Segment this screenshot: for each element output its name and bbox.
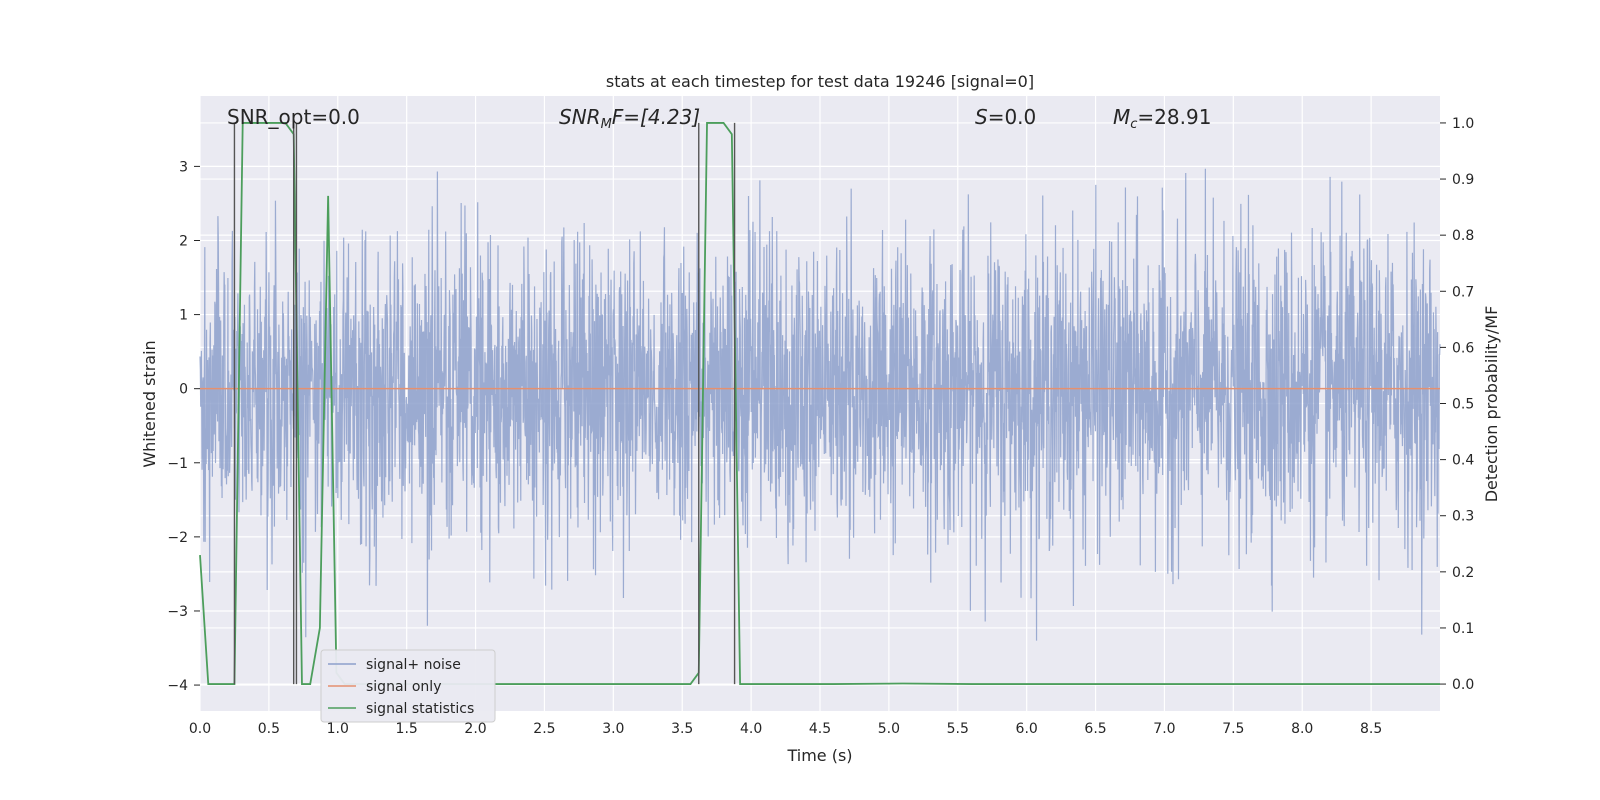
annotation-snr-mf-sub: M — [601, 117, 612, 132]
annotation-s-base: S — [975, 105, 988, 129]
annotation-snr-mf: SNRMF=[4.23] — [559, 105, 700, 132]
y-right-tick-label: 0.2 — [1452, 565, 1474, 581]
y-left-tick-label: 3 — [179, 159, 188, 175]
y-right-tick-label: 0.4 — [1452, 453, 1474, 469]
x-tick-label: 3.0 — [602, 721, 624, 737]
y-right-tick-label: 1.0 — [1452, 116, 1474, 132]
y-right-tick-label: 0.8 — [1452, 228, 1474, 244]
y-left-tick-label: 1 — [179, 308, 188, 324]
x-axis-label: Time (s) — [786, 746, 852, 765]
tick-labels: 0.0 0.5 1.0 1.5 2.0 2.5 3.0 3.5 4.0 4.5 5.0 5.5 6.0 6… — [167, 116, 1474, 737]
annotation-snr-mf-tail: F=[4.23] — [612, 105, 700, 129]
y-left-tick-label: −3 — [167, 604, 188, 620]
y-right-tick-label: 0.0 — [1452, 677, 1474, 693]
x-tick-label: 6.5 — [1084, 721, 1106, 737]
x-tick-label: 4.0 — [740, 721, 762, 737]
y-left-tick-label: −4 — [167, 678, 188, 694]
y-axis-label-left: Whitened strain — [140, 340, 159, 467]
chart-title: stats at each timestep for test data 192… — [606, 72, 1034, 91]
x-tick-label: 7.5 — [1222, 721, 1244, 737]
annotation-s: S=0.0 — [975, 105, 1036, 129]
y-right-tick-label: 0.6 — [1452, 340, 1474, 356]
x-tick-label: 5.0 — [878, 721, 900, 737]
vertical-markers — [233, 122, 736, 685]
y-right-tick-label: 0.7 — [1452, 284, 1474, 300]
x-tick-label: 6.0 — [1016, 721, 1038, 737]
y-right-tick-label: 0.1 — [1452, 621, 1474, 637]
annotation-mc-sub: c — [1130, 117, 1137, 132]
x-tick-label: 1.5 — [396, 721, 418, 737]
y-axis-label-right: Detection probability/MF — [1482, 306, 1501, 503]
series-signal-noise — [199, 168, 1441, 641]
x-tick-label: 5.5 — [947, 721, 969, 737]
annotation-mc-tail: =28.91 — [1137, 105, 1211, 129]
annotation-snr-mf-base: SNR — [559, 105, 601, 129]
y-left-tick-label: −2 — [167, 530, 188, 546]
x-tick-label: 4.5 — [809, 721, 831, 737]
x-tick-label: 0.0 — [189, 721, 211, 737]
annotation-snr-opt: SNR_opt=0.0 — [227, 105, 360, 129]
legend-label-signal-noise: signal+ noise — [366, 657, 461, 673]
legend-label-signal-only: signal only — [366, 679, 441, 695]
y-right-tick-label: 0.5 — [1452, 397, 1474, 413]
x-tick-label: 8.5 — [1360, 721, 1382, 737]
y-right-tick-label: 0.9 — [1452, 172, 1474, 188]
x-tick-label: 1.0 — [327, 721, 349, 737]
legend: signal+ noise signal only signal statist… — [320, 649, 496, 723]
x-tick-label: 0.5 — [258, 721, 280, 737]
x-tick-label: 7.0 — [1153, 721, 1175, 737]
y-left-tick-label: −1 — [167, 456, 188, 472]
y-left-tick-label: 0 — [179, 382, 188, 398]
x-tick-label: 2.0 — [464, 721, 486, 737]
annotation-mc: Mc=28.91 — [1113, 105, 1211, 132]
annotation-mc-base: M — [1113, 105, 1130, 129]
legend-box — [320, 649, 496, 723]
legend-label-signal-statistics: signal statistics — [366, 701, 474, 717]
x-tick-label: 3.5 — [671, 721, 693, 737]
y-left-tick-label: 2 — [179, 233, 188, 249]
x-tick-label: 2.5 — [533, 721, 555, 737]
noise-series-layer — [199, 168, 1441, 641]
y-right-tick-label: 0.3 — [1452, 509, 1474, 525]
annotation-s-tail: =0.0 — [988, 105, 1037, 129]
x-tick-label: 8.0 — [1291, 721, 1313, 737]
